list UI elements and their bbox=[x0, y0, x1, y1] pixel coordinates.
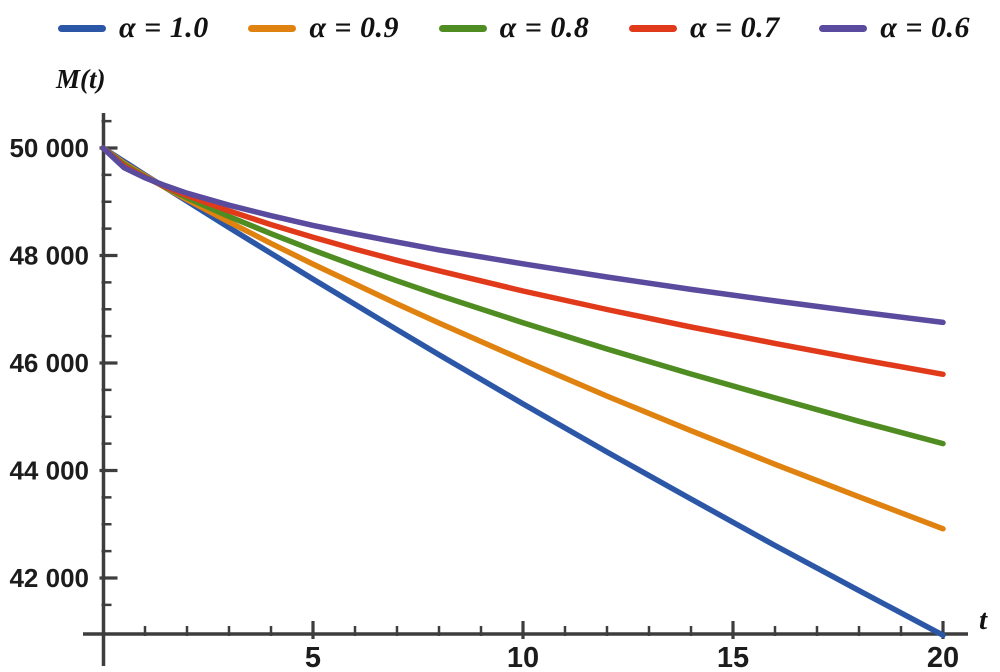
legend-item-label: α = 0.7 bbox=[689, 11, 780, 44]
legend-swatch bbox=[248, 24, 297, 32]
x-tick-label: 20 bbox=[927, 642, 959, 672]
x-axis-title: t bbox=[979, 604, 988, 636]
y-axis-title: M(t) bbox=[56, 64, 106, 94]
y-tick-label: 48 000 bbox=[9, 241, 89, 271]
legend-swatch bbox=[819, 24, 868, 32]
legend-item-label: α = 0.9 bbox=[309, 11, 400, 44]
y-tick-label: 42 000 bbox=[9, 563, 89, 593]
legend-item-label: α = 1.0 bbox=[119, 11, 209, 44]
series-line-α=0.8 bbox=[100, 145, 946, 447]
legend: α = 1.0 α = 0.9 α = 0.8 α = 0.7 α = 0.6 bbox=[58, 4, 970, 52]
legend-swatch bbox=[628, 24, 677, 32]
legend-item-2: α = 0.8 bbox=[438, 11, 590, 45]
y-tick-label: 44 000 bbox=[9, 456, 89, 486]
legend-item-label: α = 0.6 bbox=[880, 11, 970, 44]
legend-item-4: α = 0.6 bbox=[819, 11, 970, 45]
y-tick-label: 46 000 bbox=[9, 348, 89, 378]
x-tick-label: 10 bbox=[507, 642, 539, 672]
legend-swatch bbox=[58, 24, 106, 32]
series-line-α=0.6 bbox=[100, 145, 946, 326]
legend-item-3: α = 0.7 bbox=[628, 11, 780, 45]
legend-item-1: α = 0.9 bbox=[248, 11, 399, 45]
legend-item-0: α = 1.0 bbox=[58, 11, 209, 45]
x-tick-label: 15 bbox=[717, 642, 749, 672]
legend-swatch bbox=[438, 24, 487, 32]
legend-item-label: α = 0.8 bbox=[499, 11, 590, 44]
x-tick-label: 5 bbox=[305, 642, 321, 672]
y-tick-label: 50 000 bbox=[9, 133, 89, 163]
